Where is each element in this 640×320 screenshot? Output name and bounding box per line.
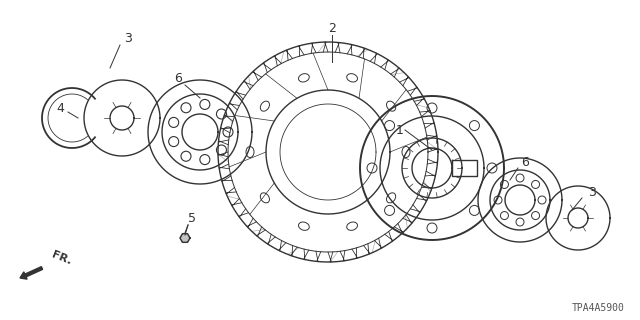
Text: 6: 6 <box>521 156 529 169</box>
Text: 2: 2 <box>328 21 336 35</box>
Text: 4: 4 <box>56 101 64 115</box>
Text: 3: 3 <box>588 186 596 198</box>
Polygon shape <box>180 234 190 242</box>
Text: TPA4A5900: TPA4A5900 <box>572 303 625 313</box>
Text: FR.: FR. <box>50 250 73 267</box>
Text: 3: 3 <box>124 31 132 44</box>
Text: 1: 1 <box>396 124 404 137</box>
FancyArrow shape <box>20 267 43 279</box>
Text: 5: 5 <box>188 212 196 225</box>
Text: 6: 6 <box>174 71 182 84</box>
